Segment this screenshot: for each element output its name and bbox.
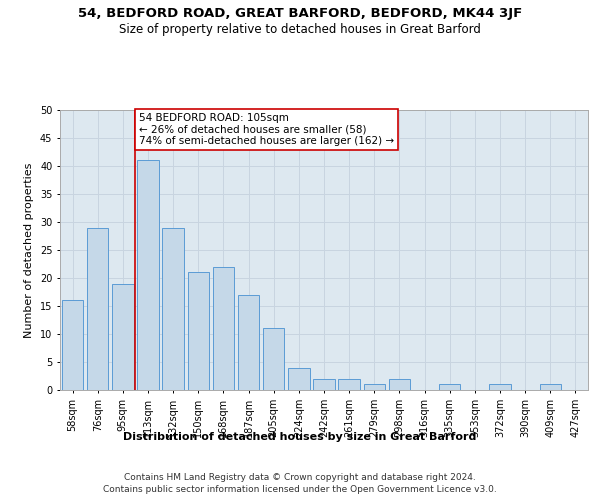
Bar <box>87 228 109 390</box>
Text: Contains HM Land Registry data © Crown copyright and database right 2024.: Contains HM Land Registry data © Crown c… <box>124 472 476 482</box>
Bar <box>188 272 209 390</box>
Bar <box>338 379 360 390</box>
Bar <box>539 384 561 390</box>
Text: Distribution of detached houses by size in Great Barford: Distribution of detached houses by size … <box>124 432 476 442</box>
Bar <box>163 228 184 390</box>
Bar <box>288 368 310 390</box>
Bar <box>213 267 234 390</box>
Bar <box>389 379 410 390</box>
Text: 54, BEDFORD ROAD, GREAT BARFORD, BEDFORD, MK44 3JF: 54, BEDFORD ROAD, GREAT BARFORD, BEDFORD… <box>78 8 522 20</box>
Bar <box>439 384 460 390</box>
Bar <box>313 379 335 390</box>
Bar <box>112 284 134 390</box>
Bar <box>137 160 158 390</box>
Y-axis label: Number of detached properties: Number of detached properties <box>25 162 34 338</box>
Bar <box>364 384 385 390</box>
Bar <box>238 295 259 390</box>
Text: 54 BEDFORD ROAD: 105sqm
← 26% of detached houses are smaller (58)
74% of semi-de: 54 BEDFORD ROAD: 105sqm ← 26% of detache… <box>139 113 394 146</box>
Bar <box>263 328 284 390</box>
Bar <box>490 384 511 390</box>
Text: Size of property relative to detached houses in Great Barford: Size of property relative to detached ho… <box>119 22 481 36</box>
Text: Contains public sector information licensed under the Open Government Licence v3: Contains public sector information licen… <box>103 485 497 494</box>
Bar <box>62 300 83 390</box>
